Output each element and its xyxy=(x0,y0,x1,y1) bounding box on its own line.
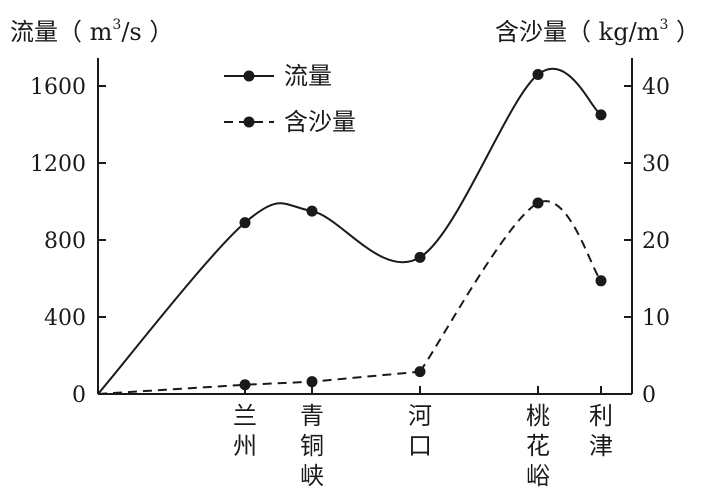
sediment-point xyxy=(532,197,544,209)
left-axis-ticks: 0 400 800 1200 1600 xyxy=(30,75,106,408)
left-tick-label: 1600 xyxy=(30,75,86,100)
legend: 流量 含沙量 xyxy=(224,62,356,136)
sediment-point xyxy=(239,379,251,391)
right-axis-ticks: 0 10 20 30 40 xyxy=(624,75,670,408)
category-label-char: 河 xyxy=(408,402,432,430)
flow-point xyxy=(414,251,426,263)
sediment-point xyxy=(306,376,318,388)
sediment-point xyxy=(414,366,426,378)
legend-sediment-label: 含沙量 xyxy=(284,108,356,136)
category-labels: 兰州 青铜峡 河口 桃花峪 利津 xyxy=(233,386,613,490)
legend-flow-marker xyxy=(243,70,255,82)
flow-point xyxy=(532,68,544,80)
category-label-char: 青 xyxy=(300,402,324,430)
left-tick-label: 800 xyxy=(44,229,86,254)
category-label: 河口 xyxy=(408,402,432,460)
sediment-point xyxy=(595,275,607,287)
category-label-char: 兰 xyxy=(233,402,257,430)
left-tick-label: 400 xyxy=(44,306,86,331)
sediment-series-line-low xyxy=(97,370,421,395)
legend-sediment-marker xyxy=(243,116,255,128)
flow-point xyxy=(595,109,607,121)
category-label-char: 利 xyxy=(589,402,613,430)
category-label: 青铜峡 xyxy=(300,402,324,490)
category-label-char: 桃 xyxy=(526,402,550,430)
category-label-char: 峡 xyxy=(300,462,324,490)
left-tick-label: 1200 xyxy=(30,152,86,177)
category-label: 利津 xyxy=(589,402,613,460)
category-label-char: 津 xyxy=(589,432,613,460)
right-tick-label: 20 xyxy=(642,229,670,254)
category-label-char: 峪 xyxy=(526,462,550,490)
left-tick-label: 0 xyxy=(72,383,86,408)
left-axis-title: 流量（ m3/s ） xyxy=(10,17,173,46)
right-tick-label: 10 xyxy=(642,306,670,331)
category-label-char: 州 xyxy=(233,432,257,460)
category-label: 桃花峪 xyxy=(526,402,550,490)
category-label: 兰州 xyxy=(233,402,257,460)
flow-point xyxy=(306,205,318,217)
series-layer xyxy=(97,67,607,395)
category-label-char: 花 xyxy=(526,432,550,460)
legend-flow-label: 流量 xyxy=(284,62,332,90)
category-label-char: 铜 xyxy=(300,432,324,460)
right-tick-label: 0 xyxy=(642,383,656,408)
flow-point xyxy=(239,217,251,229)
category-label-char: 口 xyxy=(408,432,432,460)
right-tick-label: 40 xyxy=(642,75,670,100)
right-axis-title: 含沙量（ kg/m3 ） xyxy=(495,17,700,46)
right-tick-label: 30 xyxy=(642,152,670,177)
